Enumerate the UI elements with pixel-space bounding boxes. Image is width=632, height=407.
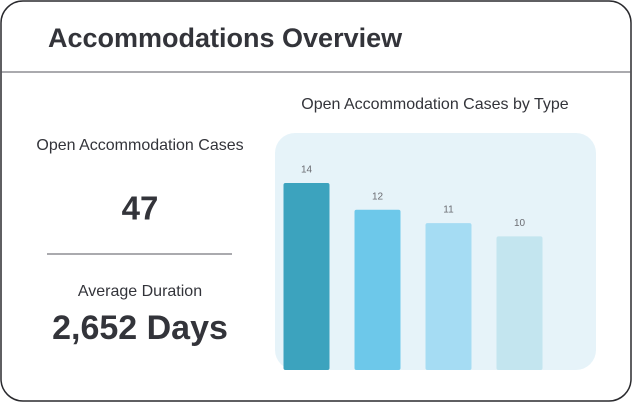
bar	[354, 209, 401, 370]
stat-value: 2,652 Days	[52, 309, 228, 347]
value-label: 10	[514, 218, 526, 229]
bar	[283, 183, 330, 370]
stat-label: Open Accommodation Cases	[36, 137, 244, 154]
value-label: 14	[301, 165, 313, 176]
chart-title: Open Accommodation Cases by Type	[301, 96, 569, 113]
stat-value: 47	[122, 190, 159, 227]
bar	[496, 236, 543, 370]
value-label: 12	[372, 191, 384, 202]
bar	[425, 223, 472, 370]
stat-label: Average Duration	[78, 283, 202, 300]
stat-label-wrap: Open Accommodation Cases	[36, 137, 244, 154]
value-label: 11	[443, 205, 454, 216]
card-title: Accommodations Overview	[48, 23, 403, 53]
